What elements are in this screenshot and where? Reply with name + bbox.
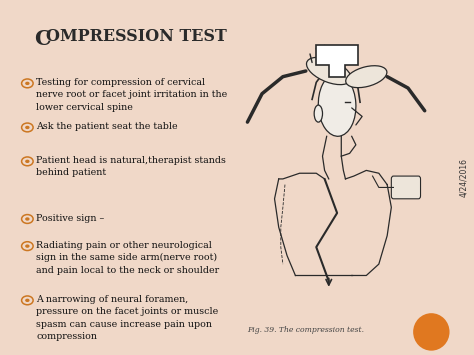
Text: A narrowing of neural foramen,
pressure on the facet joints or muscle
spasm can : A narrowing of neural foramen, pressure …	[36, 295, 219, 341]
Polygon shape	[316, 45, 358, 77]
Text: Positive sign –: Positive sign –	[36, 214, 104, 223]
Text: OMPRESSION TEST: OMPRESSION TEST	[46, 28, 226, 45]
Text: Ask the patient seat the table: Ask the patient seat the table	[36, 122, 178, 131]
Text: 4/24/2016: 4/24/2016	[459, 158, 468, 197]
Text: Patient head is natural,therapist stands
behind patient: Patient head is natural,therapist stands…	[36, 156, 226, 178]
Ellipse shape	[314, 105, 322, 122]
Ellipse shape	[346, 66, 387, 88]
Text: C: C	[34, 29, 51, 49]
Circle shape	[25, 82, 29, 85]
Circle shape	[25, 217, 29, 221]
FancyBboxPatch shape	[392, 176, 420, 199]
Circle shape	[25, 244, 29, 248]
Text: Radiating pain or other neurological
sign in the same side arm(nerve root)
and p: Radiating pain or other neurological sig…	[36, 241, 219, 274]
Text: Testing for compression of cervical
nerve root or facet joint irritation in the
: Testing for compression of cervical nerv…	[36, 78, 228, 111]
Circle shape	[25, 299, 29, 302]
Text: Fig. 39. The compression test.: Fig. 39. The compression test.	[247, 326, 365, 334]
Circle shape	[25, 160, 29, 163]
Circle shape	[413, 313, 449, 351]
Circle shape	[25, 126, 29, 129]
Ellipse shape	[307, 58, 351, 84]
Text: 25: 25	[423, 326, 440, 338]
Ellipse shape	[319, 74, 356, 136]
